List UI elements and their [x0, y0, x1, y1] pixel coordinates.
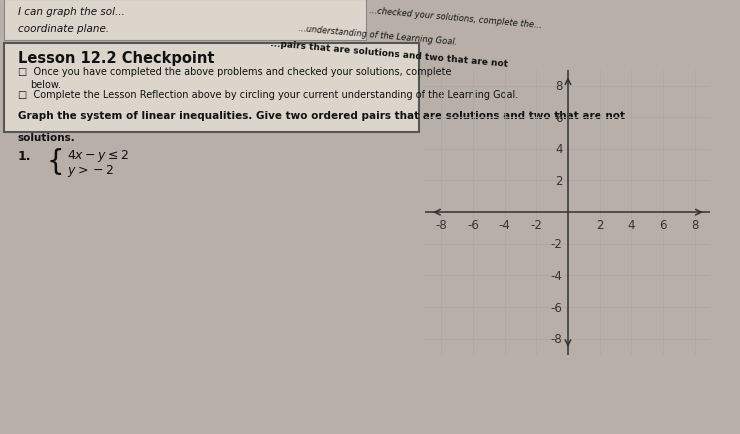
Text: 6: 6 — [555, 112, 562, 125]
Text: 4: 4 — [555, 143, 562, 156]
Text: Graph the system of linear inequalities. Give two ordered pairs that are solutio: Graph the system of linear inequalities.… — [18, 111, 625, 121]
Text: -2: -2 — [531, 219, 542, 232]
Text: ...checked your solutions, complete the...: ...checked your solutions, complete the.… — [369, 7, 542, 30]
Text: 6: 6 — [659, 219, 667, 232]
Text: Lesson 12.2 Checkpoint: Lesson 12.2 Checkpoint — [18, 51, 215, 66]
Text: -4: -4 — [499, 219, 511, 232]
Text: 8: 8 — [555, 80, 562, 93]
Text: ...understanding of the Learning Goal.: ...understanding of the Learning Goal. — [298, 24, 458, 47]
Text: -8: -8 — [551, 332, 562, 345]
Text: -6: -6 — [551, 301, 562, 314]
FancyBboxPatch shape — [4, 43, 419, 132]
Text: {: { — [46, 148, 64, 175]
Text: □  Once you have completed the above problems and checked your solutions, comple: □ Once you have completed the above prob… — [18, 67, 451, 77]
Text: solutions.: solutions. — [18, 132, 75, 142]
Text: coordinate plane.: coordinate plane. — [18, 24, 109, 34]
Text: I can graph the sol...: I can graph the sol... — [18, 7, 124, 16]
Text: -6: -6 — [467, 219, 479, 232]
Text: 1.: 1. — [18, 150, 31, 163]
Text: -2: -2 — [551, 238, 562, 251]
Text: 2: 2 — [596, 219, 603, 232]
Text: below.: below. — [30, 79, 61, 89]
Text: 8: 8 — [691, 219, 699, 232]
Text: 2: 2 — [555, 174, 562, 187]
Text: -8: -8 — [435, 219, 447, 232]
Text: □  Complete the Lesson Reflection above by circling your current understanding o: □ Complete the Lesson Reflection above b… — [18, 90, 518, 100]
Text: 4: 4 — [628, 219, 635, 232]
Text: -4: -4 — [551, 270, 562, 282]
Text: $y > -2$: $y > -2$ — [67, 163, 115, 179]
Text: ...pairs that are solutions and two that are not: ...pairs that are solutions and two that… — [270, 39, 508, 69]
Text: $4x - y \leq 2$: $4x - y \leq 2$ — [67, 148, 130, 164]
FancyBboxPatch shape — [4, 0, 366, 41]
